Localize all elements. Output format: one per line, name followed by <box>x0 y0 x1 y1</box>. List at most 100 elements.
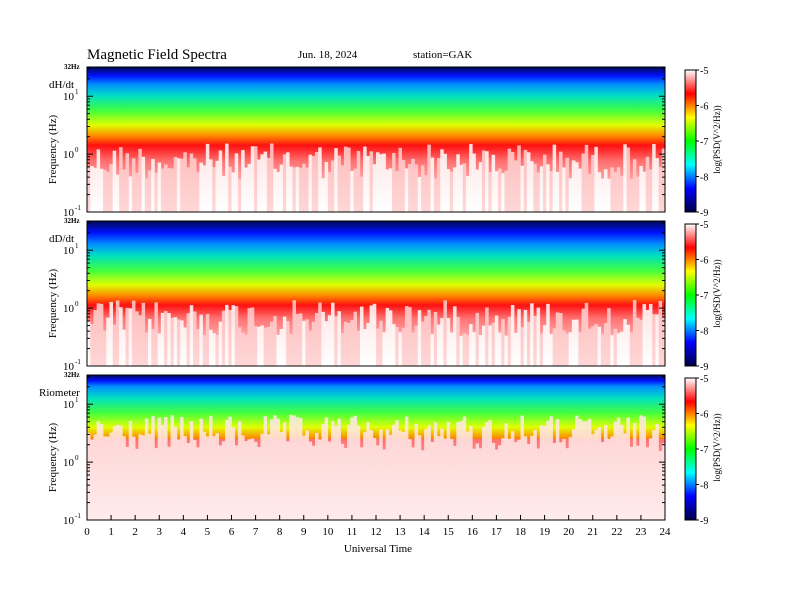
noise-strip <box>613 328 618 366</box>
noise-strip <box>459 421 463 520</box>
noise-strip <box>552 144 557 212</box>
noise-strip <box>652 314 656 366</box>
noise-strip <box>157 417 162 520</box>
noise-strip <box>87 166 91 212</box>
noise-strip <box>112 324 117 366</box>
noise-strip <box>658 300 663 366</box>
noise-strip <box>661 148 666 212</box>
noise-strip <box>456 316 460 366</box>
noise-strip <box>424 315 428 366</box>
noise-strip <box>648 438 653 520</box>
x-tick-label: 7 <box>253 526 259 538</box>
colorbar-tick-label: -8 <box>700 327 708 338</box>
noise-strip <box>652 430 656 520</box>
noise-strip <box>263 327 268 366</box>
noise-strip <box>366 422 370 520</box>
noise-strip <box>183 327 187 366</box>
noise-strip <box>144 178 149 212</box>
noise-strip <box>311 156 316 212</box>
noise-strip <box>472 332 476 366</box>
noise-strip <box>620 331 624 366</box>
noise-strip <box>225 143 229 212</box>
noise-strip <box>369 430 374 520</box>
noise-strip <box>597 326 602 366</box>
noise-strip <box>453 445 457 520</box>
noise-strip <box>321 423 325 520</box>
noise-strip <box>314 152 319 212</box>
noise-strip <box>135 172 139 212</box>
noise-strip <box>430 441 435 520</box>
panel-label: dH/dt <box>49 79 74 91</box>
noise-strip <box>404 306 409 366</box>
noise-strip <box>597 172 602 212</box>
noise-strip <box>408 307 412 366</box>
x-tick-label: 21 <box>587 526 598 538</box>
x-tick-label: 20 <box>563 526 575 538</box>
noise-strip <box>250 146 255 212</box>
noise-strip <box>575 162 579 212</box>
noise-strip <box>465 431 470 520</box>
noise-strip <box>594 429 598 520</box>
noise-strip <box>379 154 383 212</box>
noise-strip <box>135 311 139 366</box>
noise-strip <box>559 151 563 212</box>
noise-strip <box>420 321 425 366</box>
y-tick-label: 10 <box>63 207 75 219</box>
noise-strip <box>401 159 406 212</box>
noise-strip <box>504 335 508 366</box>
noise-strip <box>408 164 412 212</box>
noise-strip <box>388 168 393 212</box>
noise-strip <box>379 320 383 366</box>
noise-strip <box>411 332 415 366</box>
noise-strip <box>581 308 586 366</box>
noise-strip <box>546 164 550 212</box>
noise-strip <box>587 328 592 366</box>
noise-strip <box>449 332 454 366</box>
noise-strip <box>215 334 219 366</box>
noise-strip <box>372 303 377 366</box>
noise-strip <box>578 419 582 520</box>
noise-strip <box>321 178 325 212</box>
noise-strip <box>250 307 255 366</box>
noise-strip <box>443 300 447 366</box>
x-tick-label: 4 <box>181 526 187 538</box>
noise-strip <box>388 310 393 366</box>
noise-strip <box>295 313 300 366</box>
noise-strip <box>292 300 297 366</box>
noise-strip <box>148 318 152 366</box>
noise-strip <box>138 148 142 212</box>
noise-strip <box>626 147 630 212</box>
noise-strip <box>462 333 467 366</box>
noise-strip <box>514 333 518 366</box>
noise-strip <box>510 151 515 212</box>
noise-strip <box>209 159 213 212</box>
noise-strip <box>170 168 174 212</box>
noise-strip <box>446 421 451 520</box>
noise-strip <box>376 328 380 366</box>
noise-strip <box>244 334 248 366</box>
y-tick-label: 10 <box>63 245 75 257</box>
noise-strip <box>379 429 383 520</box>
noise-strip <box>340 443 345 520</box>
noise-strip <box>192 158 197 212</box>
panel-frame <box>86 220 666 367</box>
noise-strip <box>376 152 380 212</box>
y-tick-label: 10 <box>63 515 75 527</box>
noise-strip <box>359 447 364 520</box>
noise-strip <box>112 150 117 212</box>
noise-strip <box>372 438 377 520</box>
noise-strip <box>270 143 274 212</box>
noise-strip <box>350 320 354 366</box>
noise-strip <box>141 156 146 212</box>
noise-strip <box>154 172 158 212</box>
noise-strip <box>144 332 149 366</box>
noise-strip <box>356 425 361 520</box>
noise-strip <box>305 167 309 212</box>
noise-strip <box>629 179 634 212</box>
y-axis-label: Frequency (Hz) <box>47 423 59 493</box>
noise-strip <box>488 420 492 520</box>
noise-strip <box>311 321 316 366</box>
